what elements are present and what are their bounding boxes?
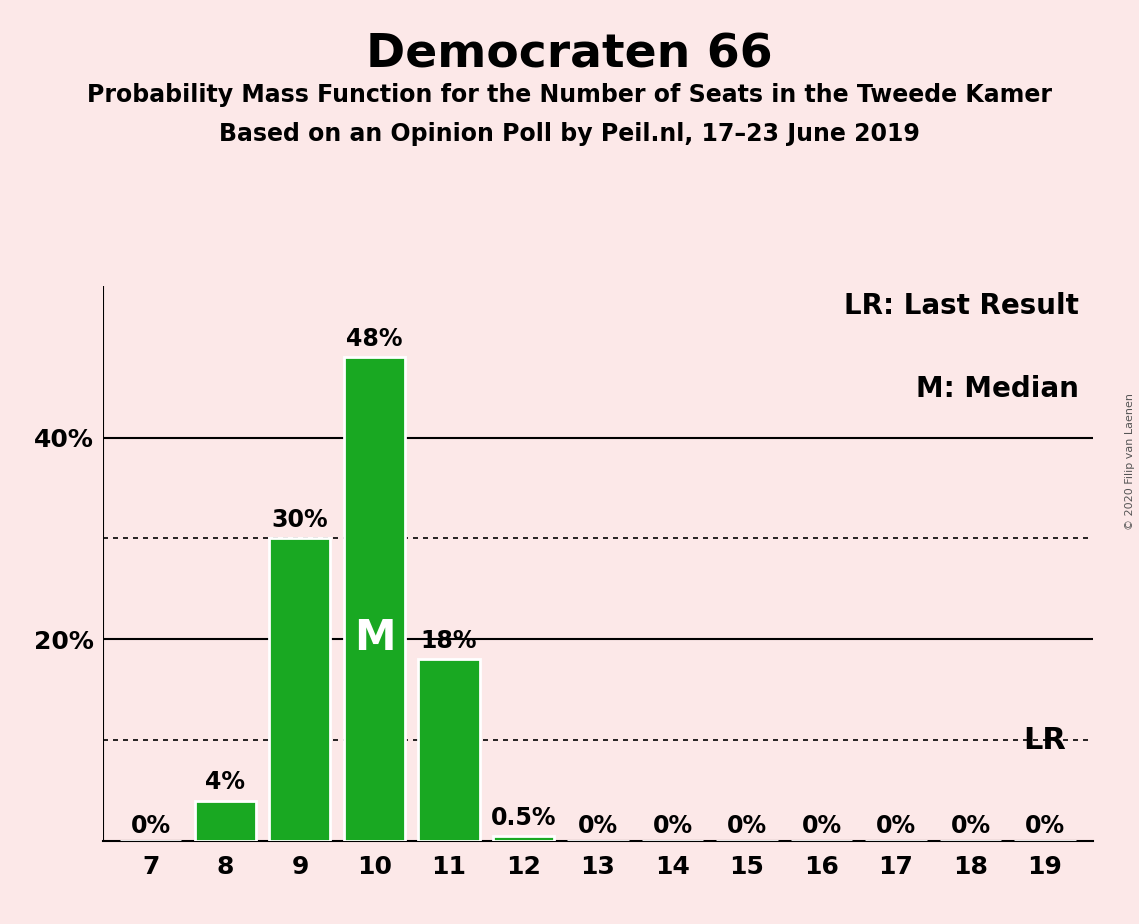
Text: 0.5%: 0.5% — [491, 806, 556, 830]
Text: LR: Last Result: LR: Last Result — [844, 292, 1079, 320]
Text: 4%: 4% — [205, 771, 245, 795]
Text: 0%: 0% — [950, 814, 991, 838]
Text: 0%: 0% — [131, 814, 171, 838]
Text: © 2020 Filip van Laenen: © 2020 Filip van Laenen — [1125, 394, 1134, 530]
Text: M: M — [354, 616, 395, 659]
Text: 0%: 0% — [1025, 814, 1065, 838]
Text: 0%: 0% — [802, 814, 842, 838]
Text: Based on an Opinion Poll by Peil.nl, 17–23 June 2019: Based on an Opinion Poll by Peil.nl, 17–… — [219, 122, 920, 146]
Text: M: Median: M: Median — [916, 375, 1079, 403]
Text: 0%: 0% — [577, 814, 618, 838]
Text: Democraten 66: Democraten 66 — [366, 32, 773, 78]
Text: Probability Mass Function for the Number of Seats in the Tweede Kamer: Probability Mass Function for the Number… — [87, 83, 1052, 107]
Bar — [344, 357, 405, 841]
Text: 0%: 0% — [653, 814, 693, 838]
Text: 0%: 0% — [727, 814, 767, 838]
Text: 0%: 0% — [876, 814, 916, 838]
Bar — [493, 836, 554, 841]
Bar — [270, 539, 330, 841]
Text: 48%: 48% — [346, 327, 403, 351]
Text: 30%: 30% — [271, 508, 328, 532]
Text: LR: LR — [1024, 726, 1066, 755]
Text: 18%: 18% — [420, 629, 477, 653]
Bar — [195, 800, 256, 841]
Bar — [418, 660, 480, 841]
